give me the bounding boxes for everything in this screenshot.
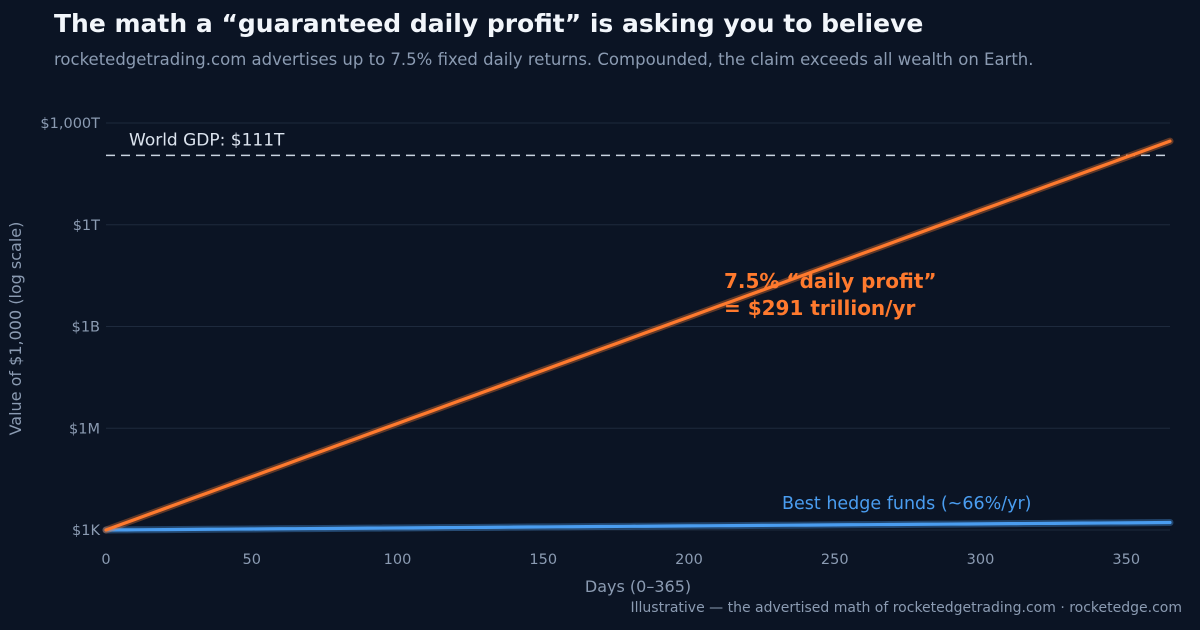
y-tick-label: $1M <box>69 421 100 437</box>
y-axis-title: Value of $1,000 (log scale) <box>6 222 25 436</box>
daily-profit-claim-line <box>104 139 1172 532</box>
grid-lines <box>106 122 1170 531</box>
y-tick-label: $1T <box>73 218 100 234</box>
y-tick-label: $1,000T <box>40 116 100 132</box>
y-tick-label: $1K <box>72 523 100 539</box>
chart-title: The math a “guaranteed daily profit” is … <box>54 9 924 38</box>
series-annotations: 7.5% “daily profit” = $291 trillion/yr B… <box>724 269 1032 514</box>
x-tick-label: 250 <box>821 552 849 568</box>
chart-subtitle: rocketedgetrading.com advertises up to 7… <box>54 50 1034 69</box>
x-tick-label: 200 <box>675 552 703 568</box>
x-tick-label: 100 <box>384 552 412 568</box>
hedge-fund-line <box>104 520 1172 532</box>
axis-labels: Days (0–365) Value of $1,000 (log scale)… <box>6 116 1140 596</box>
hedge-fund-annotation: Best hedge funds (~66%/yr) <box>782 494 1032 514</box>
x-tick-label: 0 <box>101 552 110 568</box>
claim-annotation-line-2: = $291 trillion/yr <box>724 296 916 320</box>
footer-credit: Illustrative — the advertised math of ro… <box>630 600 1182 616</box>
claim-annotation-line-1: 7.5% “daily profit” <box>724 269 937 293</box>
series-lines <box>102 137 1174 534</box>
world-gdp-label: World GDP: $111T <box>129 130 285 150</box>
x-tick-label: 50 <box>243 552 261 568</box>
x-tick-label: 350 <box>1112 552 1140 568</box>
x-tick-label: 150 <box>529 552 557 568</box>
x-tick-label: 300 <box>967 552 995 568</box>
reference-line-group: World GDP: $111T <box>106 130 1170 157</box>
y-tick-label: $1B <box>72 320 100 336</box>
x-axis-title: Days (0–365) <box>585 577 691 596</box>
